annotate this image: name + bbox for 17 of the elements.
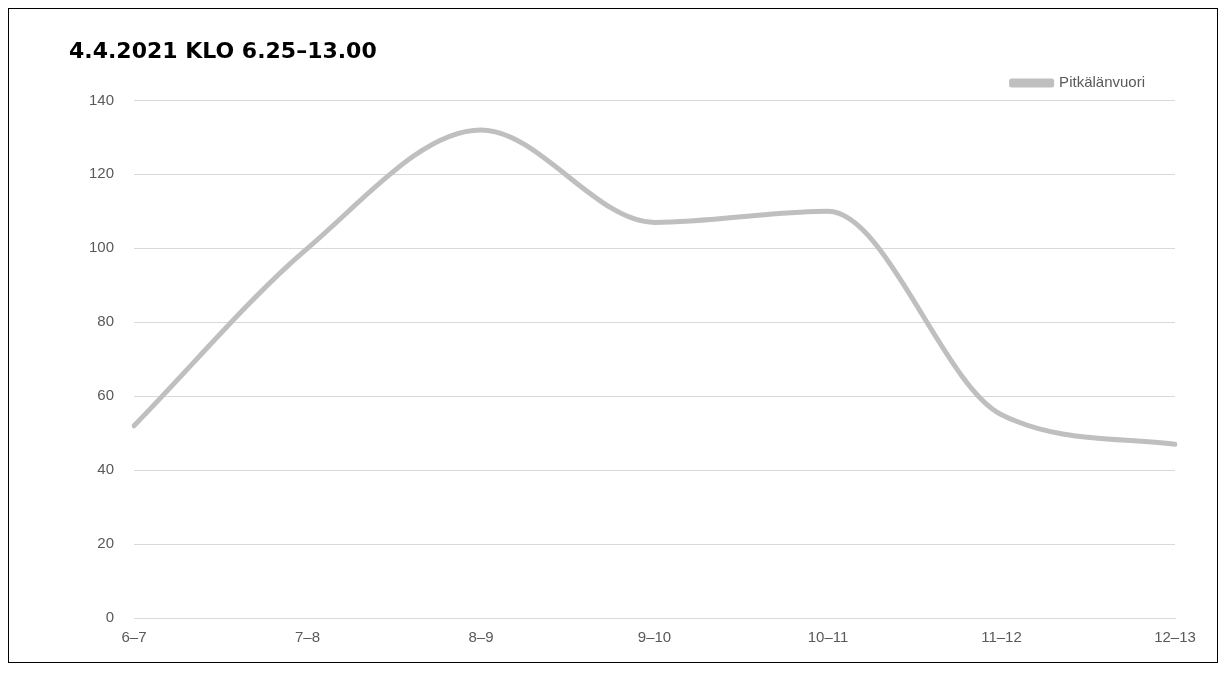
chart-title: 4.4.2021 KLO 6.25–13.00: [69, 37, 377, 63]
x-tick-label: 8–9: [468, 628, 494, 646]
y-tick-label: 60: [97, 386, 115, 404]
x-tick-label: 10–11: [807, 628, 849, 646]
legend-label: Pitkälänvuori: [1059, 73, 1146, 91]
y-tick-label: 40: [97, 460, 115, 478]
y-tick-label: 80: [97, 312, 115, 330]
x-tick-label: 9–10: [637, 628, 672, 646]
y-tick-label: 120: [89, 164, 115, 182]
x-tick-label: 11–12: [981, 628, 1022, 646]
y-tick-label: 0: [105, 608, 115, 626]
x-tick-label: 12–13: [1154, 628, 1196, 646]
y-tick-label: 20: [97, 534, 115, 552]
y-tick-label: 100: [89, 238, 115, 256]
x-tick-label: 6–7: [121, 628, 147, 646]
y-tick-label: 140: [89, 90, 115, 108]
x-tick-label: 7–8: [295, 628, 321, 646]
